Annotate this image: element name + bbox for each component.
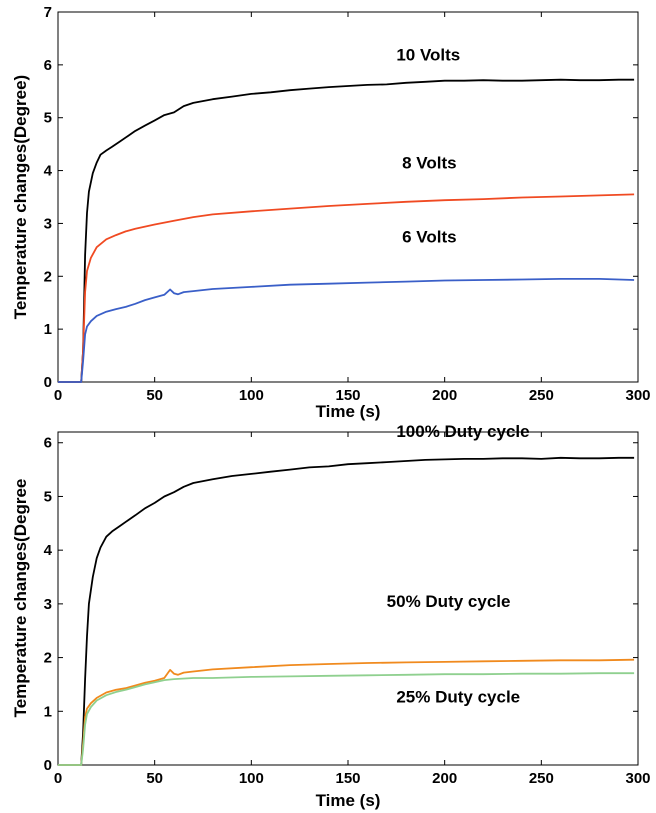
x-tick-label: 250	[529, 770, 554, 787]
x-tick-label: 150	[335, 770, 360, 787]
plot-area-top: 0 50 100 150 200 250 300 0 1 2 3 4 5 6 7 10 Volts 8 Vo…	[44, 4, 651, 404]
plot-area-bottom: 0 50 100 150 200 250 300 0 1 2 3 4 5 6 100% Duty cyc…	[44, 422, 651, 787]
series-line-0	[58, 456, 635, 766]
series-annotation: 6 Volts	[402, 228, 456, 247]
x-tick-label: 200	[432, 770, 457, 787]
y-tick-label: 0	[44, 757, 52, 774]
y-tick-label: 5	[44, 110, 52, 127]
series-group-bottom	[58, 456, 635, 766]
x-tick-label: 300	[625, 770, 650, 787]
x-tick-label: 200	[432, 387, 457, 404]
series-annotation: 25% Duty cycle	[396, 687, 520, 706]
y-tick-label: 2	[44, 650, 52, 667]
series-line-2	[58, 672, 635, 766]
x-ticks-bottom: 0 50 100 150 200 250 300	[54, 432, 651, 787]
annotations-bottom: 100% Duty cycle 50% Duty cycle 25% Duty cy…	[387, 422, 530, 706]
x-tick-label: 0	[54, 770, 62, 787]
x-tick-label: 50	[146, 387, 163, 404]
y-axis-title-top: Temperature changes(Degree)	[11, 75, 30, 319]
y-tick-label: 3	[44, 596, 52, 613]
x-tick-label: 300	[625, 387, 650, 404]
y-tick-label: 5	[44, 488, 52, 505]
y-tick-label: 6	[44, 57, 52, 74]
y-ticks-top: 0 1 2 3 4 5 6 7	[44, 4, 638, 391]
x-tick-label: 250	[529, 387, 554, 404]
y-tick-label: 4	[44, 163, 53, 180]
series-group-top	[58, 78, 635, 383]
series-annotation: 10 Volts	[396, 45, 460, 64]
y-axis-title-bottom: Temperature changes(Degree	[11, 479, 30, 718]
series-annotation: 50% Duty cycle	[387, 592, 511, 611]
y-tick-label: 3	[44, 215, 52, 232]
x-tick-label: 100	[239, 387, 264, 404]
y-tick-label: 0	[44, 374, 52, 391]
y-tick-label: 1	[44, 321, 52, 338]
x-tick-label: 150	[335, 387, 360, 404]
series-annotation: 100% Duty cycle	[396, 422, 529, 441]
y-tick-label: 4	[44, 542, 53, 559]
x-axis-title-bottom: Time (s)	[316, 791, 381, 810]
annotations-top: 10 Volts 8 Volts 6 Volts	[396, 45, 460, 246]
x-tick-label: 0	[54, 387, 62, 404]
chart-top: 0 50 100 150 200 250 300 0 1 2 3 4 5 6 7 10 Volts 8 Vo…	[11, 4, 651, 421]
y-tick-label: 2	[44, 268, 52, 285]
x-tick-label: 50	[146, 770, 163, 787]
x-tick-label: 100	[239, 770, 264, 787]
x-ticks-top: 0 50 100 150 200 250 300	[54, 12, 651, 404]
series-line-1	[58, 193, 635, 383]
plot-frame-bottom	[57, 431, 639, 766]
y-tick-label: 1	[44, 703, 52, 720]
x-axis-title-top: Time (s)	[316, 402, 381, 421]
y-ticks-bottom: 0 1 2 3 4 5 6	[44, 435, 638, 774]
series-line-2	[58, 277, 635, 383]
chart-bottom: 0 50 100 150 200 250 300 0 1 2 3 4 5 6 100% Duty cyc…	[11, 422, 651, 810]
y-tick-label: 6	[44, 435, 52, 452]
series-annotation: 8 Volts	[402, 154, 456, 173]
series-line-1	[58, 658, 635, 766]
y-tick-label: 7	[44, 4, 52, 21]
series-line-0	[58, 78, 635, 383]
